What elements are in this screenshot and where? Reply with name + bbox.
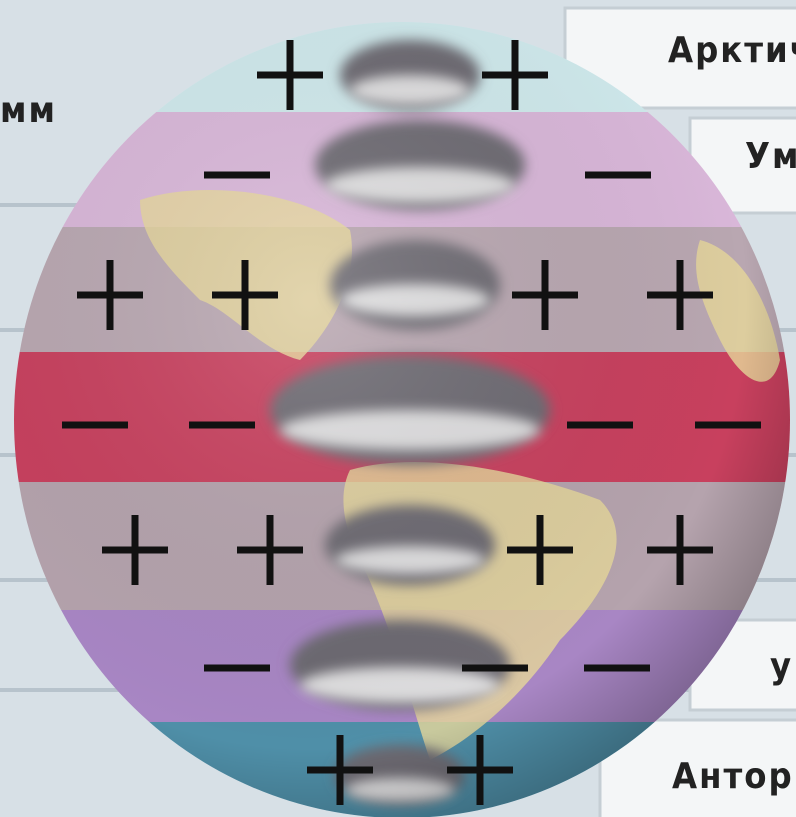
right-label: Арктич [668, 30, 796, 71]
pressure-signs [62, 40, 761, 805]
right-label: у [770, 646, 793, 687]
left-label: мм [0, 90, 57, 131]
right-label: Анторк [672, 756, 796, 797]
right-label: Ум [745, 136, 796, 177]
